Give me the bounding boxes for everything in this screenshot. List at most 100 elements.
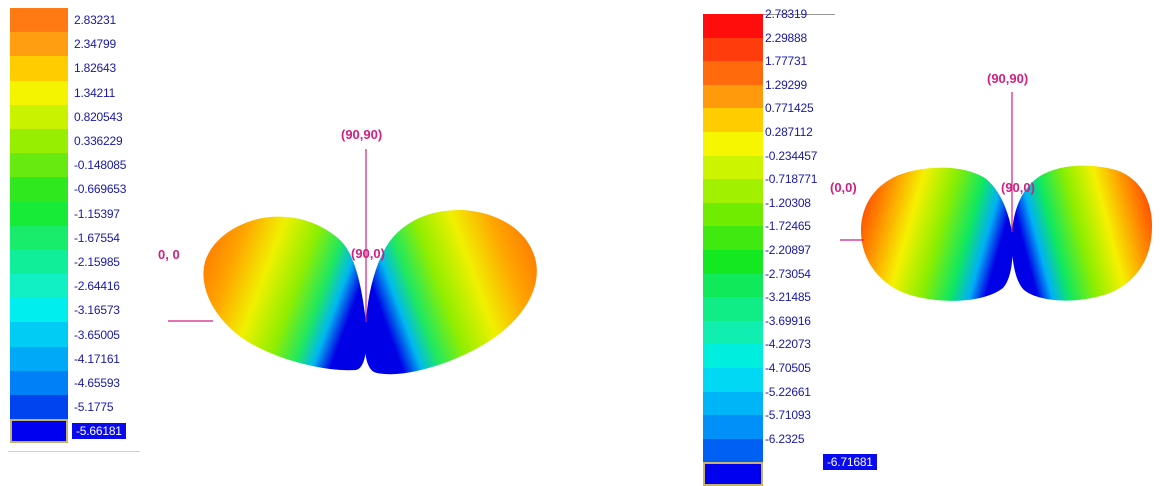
right-legend-swatch [703, 179, 763, 203]
left-legend-value: 1.34211 [74, 85, 116, 100]
right-3d-pattern [840, 92, 1152, 301]
right-legend-swatch [703, 367, 763, 392]
left-label-top: (90,90) [341, 127, 383, 142]
right-legend-value: -1.72465 [765, 219, 811, 234]
left-legend-value: 1.82643 [74, 61, 116, 76]
left-legend-row: -2.15985 [8, 249, 152, 275]
left-legend-value: -5.66181 [72, 423, 126, 440]
left-legend-swatch [10, 56, 68, 81]
left-3d-pattern [168, 149, 537, 375]
right-legend-swatch [703, 37, 763, 62]
right-label-origin: (0,0) [830, 180, 857, 195]
right-lobe-left [860, 167, 1013, 301]
left-legend-row: 2.83231 [8, 8, 152, 33]
left-legend-swatch [10, 32, 68, 57]
right-legend-swatch [703, 108, 763, 132]
left-legend-swatch [10, 274, 68, 299]
right-legend-swatch [703, 226, 763, 250]
left-legend-swatch [10, 80, 68, 105]
right-legend-value: -3.69916 [765, 313, 811, 328]
right-legend-value: 1.77731 [765, 54, 807, 69]
right-legend-swatch [703, 202, 763, 227]
right-legend-swatch [703, 14, 763, 38]
left-legend-value: -5.1775 [74, 400, 114, 415]
left-legend-row: -1.15397 [8, 201, 152, 226]
right-legend-row: -4.22073 [703, 337, 835, 368]
right-legend-row: 0.287112 [703, 125, 835, 156]
right-legend-row: -2.20897 [703, 243, 835, 274]
right-legend-row: 0.771425 [703, 101, 835, 132]
left-legend-row: -5.1775 [8, 395, 152, 420]
left-legend-value: -4.17161 [74, 351, 120, 366]
right-legend-row: 1.77731 [703, 54, 835, 85]
right-lobe-right [1011, 165, 1152, 301]
right-legend-value: -5.71093 [765, 408, 811, 423]
right-label-center: (90,0) [1001, 180, 1035, 195]
right-legend-value: -3.21485 [765, 290, 811, 305]
left-legend-row: -4.65593 [8, 370, 152, 395]
left-legend-value: -2.15985 [74, 254, 120, 269]
left-legend-row: -5.66181 [8, 419, 152, 444]
left-legend-value: -0.669653 [74, 182, 127, 197]
left-lobe-left [203, 216, 367, 371]
left-legend-value: -4.65593 [74, 375, 120, 390]
left-legend-row: -3.16573 [8, 298, 152, 323]
right-legend-row: -5.22661 [703, 385, 835, 416]
right-legend-top-rule [703, 14, 835, 15]
left-legend-row: 1.82643 [8, 56, 152, 81]
right-legend-swatch [703, 297, 763, 321]
right-legend-value: -4.22073 [765, 337, 811, 352]
left-legend-swatch [10, 153, 68, 178]
left-legend-row: 1.34211 [8, 80, 152, 105]
right-legend-row: -3.69916 [703, 314, 835, 345]
left-legend-swatch [10, 395, 68, 420]
left-legend-swatch [10, 419, 68, 444]
left-legend-value: -1.15397 [74, 206, 120, 221]
right-legend-row: -2.73054 [703, 267, 835, 298]
right-legend-swatch [703, 84, 763, 109]
right-legend-row: 2.78319 [703, 7, 835, 38]
right-legend-value: 2.29888 [765, 30, 807, 45]
left-legend-value: 2.34799 [74, 37, 116, 52]
left-legend-value: -1.67554 [74, 230, 120, 245]
left-legend-value: 0.336229 [74, 134, 123, 149]
right-legend-value: -2.20897 [765, 242, 811, 257]
left-legend-swatch [10, 322, 68, 347]
right-legend-row: -0.234457 [703, 149, 835, 180]
left-legend-value: 0.820543 [74, 109, 123, 124]
right-legend-value: 0.771425 [765, 101, 814, 116]
left-legend-swatch [10, 346, 68, 371]
right-legend-row: -0.718771 [703, 172, 835, 203]
right-label-top: (90,90) [987, 71, 1029, 86]
right-legend-swatch [703, 344, 763, 368]
right-legend-swatch [703, 320, 763, 345]
left-label-center: (90,0) [351, 246, 385, 261]
right-legend-value: -0.234457 [765, 148, 818, 163]
right-legend-value: 0.287112 [765, 124, 813, 139]
left-lobe-right [364, 210, 537, 375]
left-legend-swatch [10, 177, 68, 202]
right-legend-value: -6.71681 [823, 454, 877, 471]
right-legend-swatch [703, 462, 763, 486]
left-legend-row: 0.336229 [8, 128, 152, 154]
left-legend-row: 2.34799 [8, 32, 152, 57]
right-legend-value: 1.29299 [765, 77, 807, 92]
left-legend-swatch [10, 8, 68, 33]
left-legend-swatch [10, 128, 68, 154]
left-legend-value: 2.83231 [74, 13, 116, 28]
right-legend-row: -1.72465 [703, 219, 835, 250]
left-legend-value: -2.64416 [74, 279, 120, 294]
right-legend-swatch [703, 155, 763, 180]
right-legend-row: -6.71681 [703, 454, 877, 486]
left-legend-swatch [10, 201, 68, 226]
left-color-legend: 2.83231 2.34799 1.82643 1.34211 0.820543 0.33… [8, 8, 152, 444]
left-legend-row: -2.64416 [8, 274, 152, 299]
right-legend-value: -4.70505 [765, 360, 811, 375]
right-legend-swatch [703, 391, 763, 416]
left-legend-row: -4.17161 [8, 346, 152, 371]
left-legend-swatch [10, 104, 68, 129]
left-legend-swatch [10, 225, 68, 250]
right-legend-row: -4.70505 [703, 361, 835, 392]
right-legend-row: 2.29888 [703, 31, 835, 62]
left-legend-swatch [10, 370, 68, 395]
